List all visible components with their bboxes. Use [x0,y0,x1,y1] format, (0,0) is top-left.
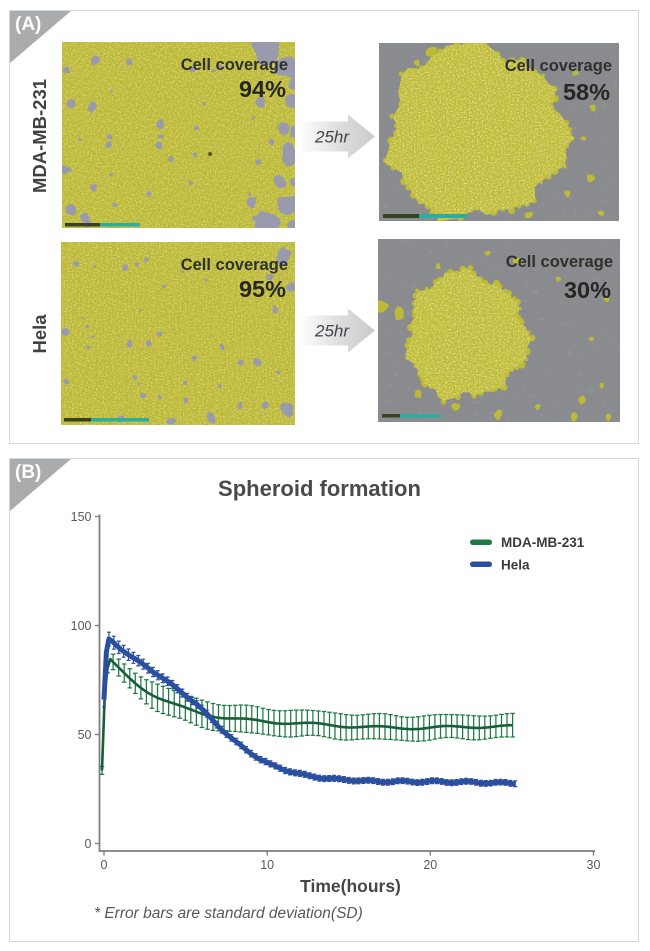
svg-text:95%: 95% [239,276,286,302]
svg-text:Cell coverage: Cell coverage [505,57,612,75]
svg-text:30: 30 [587,858,601,872]
svg-text:150: 150 [71,510,92,524]
svg-text:0: 0 [85,837,92,851]
svg-text:Cell coverage: Cell coverage [181,256,288,274]
svg-text:Cell coverage: Cell coverage [506,253,613,271]
svg-text:58%: 58% [563,79,610,105]
svg-text:Cell coverage: Cell coverage [181,56,288,74]
svg-text:50: 50 [78,728,92,742]
svg-text:25hr: 25hr [314,322,350,341]
svg-text:25hr: 25hr [314,128,350,147]
svg-text:10: 10 [260,858,274,872]
svg-text:100: 100 [71,619,92,633]
svg-text:0: 0 [101,858,108,872]
svg-text:Hela: Hela [501,558,530,573]
svg-text:MDA-MB-231: MDA-MB-231 [501,535,585,550]
svg-text:94%: 94% [239,76,286,102]
svg-text:30%: 30% [564,277,611,303]
svg-text:20: 20 [423,858,437,872]
